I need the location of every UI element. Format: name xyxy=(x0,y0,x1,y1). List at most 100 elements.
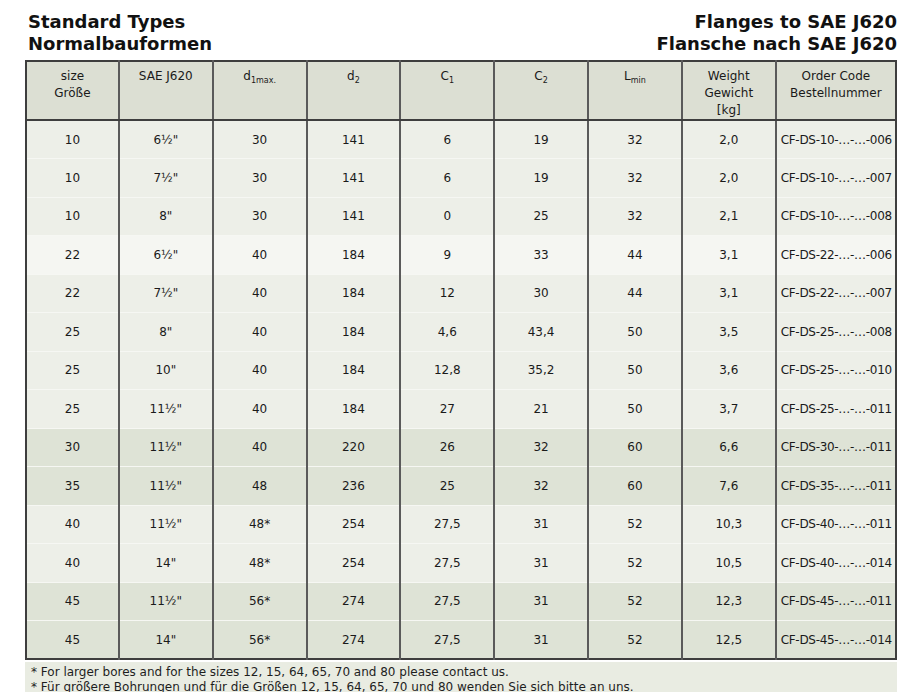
table-cell: 27,5 xyxy=(400,544,494,583)
table-cell: 27,5 xyxy=(400,582,494,621)
table-cell: 6½" xyxy=(119,120,213,159)
table-cell: 44 xyxy=(588,236,682,275)
table-cell: 35 xyxy=(26,467,119,506)
table-cell: 10 xyxy=(26,120,119,159)
table-cell: 27,5 xyxy=(400,621,494,660)
column-header: Order CodeBestellnummer xyxy=(776,61,896,120)
order-code-cell: CF-DS-10-…-…-006 xyxy=(776,120,896,159)
table-cell: 31 xyxy=(494,582,588,621)
table-cell: 52 xyxy=(588,505,682,544)
table-cell: 0 xyxy=(400,197,494,236)
column-header: SAE J620 xyxy=(119,61,213,120)
table-cell: 25 xyxy=(26,390,119,429)
table-row: 3511½"482362532607,6CF-DS-35-…-…-011 xyxy=(26,467,896,506)
table-cell: 9 xyxy=(400,236,494,275)
column-header: d2 xyxy=(307,61,401,120)
footnotes: * For larger bores and for the sizes 12,… xyxy=(25,662,897,692)
table-cell: 25 xyxy=(26,351,119,390)
table-cell: 2,1 xyxy=(682,197,776,236)
order-code-cell: CF-DS-45-…-…-011 xyxy=(776,582,896,621)
table-cell: 40 xyxy=(213,390,307,429)
table-cell: 184 xyxy=(307,351,401,390)
table-cell: 52 xyxy=(588,582,682,621)
table-cell: 48* xyxy=(213,544,307,583)
column-header: Lmin xyxy=(588,61,682,120)
table-cell: 40 xyxy=(213,428,307,467)
table-cell: 141 xyxy=(307,120,401,159)
table-cell: 30 xyxy=(213,120,307,159)
table-cell: 45 xyxy=(26,582,119,621)
table-cell: 31 xyxy=(494,621,588,660)
table-cell: 141 xyxy=(307,197,401,236)
table-row: 4011½"48*25427,5315210,3CF-DS-40-…-…-011 xyxy=(26,505,896,544)
order-code-cell: CF-DS-45-…-…-014 xyxy=(776,621,896,660)
table-cell: 40 xyxy=(213,274,307,313)
order-code-cell: CF-DS-40-…-…-011 xyxy=(776,505,896,544)
table-cell: 10" xyxy=(119,351,213,390)
table-cell: 32 xyxy=(588,159,682,198)
table-row: 4014"48*25427,5315210,5CF-DS-40-…-…-014 xyxy=(26,544,896,583)
table-cell: 10 xyxy=(26,197,119,236)
table-cell: 6 xyxy=(400,159,494,198)
table-row: 2510"4018412,835,2503,6CF-DS-25-…-…-010 xyxy=(26,351,896,390)
order-code-cell: CF-DS-10-…-…-008 xyxy=(776,197,896,236)
table-cell: 60 xyxy=(588,467,682,506)
table-cell: 35,2 xyxy=(494,351,588,390)
table-cell: 22 xyxy=(26,236,119,275)
title-english: Standard Types xyxy=(28,11,212,33)
page-header: Standard Types Normalbauformen Flanges t… xyxy=(0,0,922,55)
table-cell: 31 xyxy=(494,544,588,583)
order-code-cell: CF-DS-22-…-…-006 xyxy=(776,236,896,275)
table-cell: 12,3 xyxy=(682,582,776,621)
footnote-line: * For larger bores and for the sizes 12,… xyxy=(31,665,891,680)
page-title-right: Flanges to SAE J620 Flansche nach SAE J6… xyxy=(656,11,897,55)
table-row: 226½"40184933443,1CF-DS-22-…-…-006 xyxy=(26,236,896,275)
table-cell: 7½" xyxy=(119,274,213,313)
table-cell: 12,5 xyxy=(682,621,776,660)
table-cell: 27 xyxy=(400,390,494,429)
table-cell: 8" xyxy=(119,197,213,236)
table-cell: 10,5 xyxy=(682,544,776,583)
order-code-cell: CF-DS-30-…-…-011 xyxy=(776,428,896,467)
table-header-row: sizeGrößeSAE J620d1max.d2C1C2LminWeightG… xyxy=(26,61,896,120)
table-cell: 32 xyxy=(588,197,682,236)
order-code-cell: CF-DS-25-…-…-011 xyxy=(776,390,896,429)
title-german: Normalbauformen xyxy=(28,33,212,55)
table-cell: 3,1 xyxy=(682,236,776,275)
table-cell: 12 xyxy=(400,274,494,313)
table-row: 258"401844,643,4503,5CF-DS-25-…-…-008 xyxy=(26,313,896,352)
table-cell: 40 xyxy=(213,313,307,352)
table-cell: 32 xyxy=(494,467,588,506)
order-code-cell: CF-DS-25-…-…-010 xyxy=(776,351,896,390)
table-cell: 30 xyxy=(213,159,307,198)
table-cell: 48* xyxy=(213,505,307,544)
table-cell: 12,8 xyxy=(400,351,494,390)
table-cell: 52 xyxy=(588,621,682,660)
table-cell: 254 xyxy=(307,544,401,583)
order-code-cell: CF-DS-35-…-…-011 xyxy=(776,467,896,506)
column-header: WeightGewicht[kg] xyxy=(682,61,776,120)
column-header: d1max. xyxy=(213,61,307,120)
table-cell: 40 xyxy=(213,236,307,275)
table-cell: 3,1 xyxy=(682,274,776,313)
table-row: 2511½"401842721503,7CF-DS-25-…-…-011 xyxy=(26,390,896,429)
table-row: 4514"56*27427,5315212,5CF-DS-45-…-…-014 xyxy=(26,621,896,660)
table-cell: 25 xyxy=(494,197,588,236)
table-cell: 184 xyxy=(307,390,401,429)
table-cell: 44 xyxy=(588,274,682,313)
table-cell: 60 xyxy=(588,428,682,467)
table-cell: 45 xyxy=(26,621,119,660)
table-cell: 31 xyxy=(494,505,588,544)
table-cell: 33 xyxy=(494,236,588,275)
order-code-cell: CF-DS-22-…-…-007 xyxy=(776,274,896,313)
table-cell: 11½" xyxy=(119,390,213,429)
order-code-cell: CF-DS-10-…-…-007 xyxy=(776,159,896,198)
table-cell: 48 xyxy=(213,467,307,506)
table-cell: 2,0 xyxy=(682,120,776,159)
table-cell: 184 xyxy=(307,313,401,352)
table-cell: 184 xyxy=(307,274,401,313)
table-row: 106½"30141619322,0CF-DS-10-…-…-006 xyxy=(26,120,896,159)
table-cell: 50 xyxy=(588,313,682,352)
page-title-left: Standard Types Normalbauformen xyxy=(28,11,212,55)
table-row: 227½"401841230443,1CF-DS-22-…-…-007 xyxy=(26,274,896,313)
